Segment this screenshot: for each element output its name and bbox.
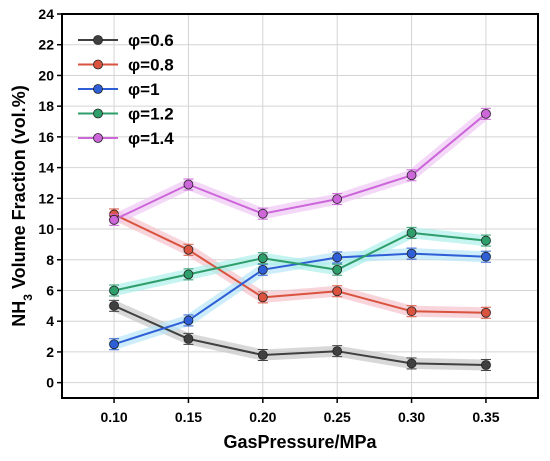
- legend-label: φ=0.8: [128, 56, 174, 75]
- data-point: [481, 108, 491, 119]
- series-line-1: [113, 213, 486, 314]
- legend-marker: [93, 35, 103, 45]
- x-axis-ticks: 0.10 0.15 0.20 0.25 0.30 0.35: [100, 398, 500, 425]
- data-point: [257, 208, 268, 219]
- data-point: [332, 286, 343, 297]
- y-tick-label: 2: [46, 344, 54, 360]
- legend-entry-2: φ=1: [78, 80, 160, 99]
- data-point: [406, 358, 417, 369]
- legend-label: φ=0.6: [128, 31, 174, 50]
- legend-marker: [93, 133, 103, 143]
- y-tick-label: 20: [38, 67, 54, 83]
- data-point: [257, 253, 268, 264]
- y-axis-label: NH3 Volume Fraction (vol.%): [9, 85, 35, 326]
- data-point: [481, 307, 491, 318]
- data-point: [332, 194, 343, 204]
- data-point: [109, 214, 119, 225]
- legend-marker: [93, 59, 103, 70]
- x-tick-label: 0.30: [398, 409, 425, 425]
- legend-marker: [93, 84, 103, 94]
- legend-label: φ=1.2: [128, 105, 174, 124]
- series-line-4: [113, 113, 487, 221]
- y-tick-label: 8: [46, 252, 54, 268]
- y-tick-label: 24: [38, 6, 54, 22]
- y-tick-label: 10: [38, 221, 54, 237]
- series-line-3: [113, 231, 487, 292]
- y-tick-label: 12: [38, 190, 54, 206]
- y-tick-label: 14: [38, 160, 54, 176]
- data-point: [257, 264, 268, 275]
- x-tick-label: 0.15: [175, 409, 202, 425]
- data-point: [183, 333, 194, 344]
- legend: φ=0.6 φ=0.8 φ=1 φ=1.2 φ=1.4: [78, 31, 174, 148]
- legend-marker: [93, 108, 103, 119]
- series-lines: [113, 113, 487, 366]
- data-point: [406, 248, 417, 259]
- legend-entry-4: φ=1.4: [78, 129, 174, 148]
- data-point: [481, 235, 491, 246]
- y-tick-label: 22: [38, 37, 54, 53]
- series-points: [109, 107, 491, 371]
- data-point: [406, 306, 417, 317]
- legend-entry-0: φ=0.6: [78, 31, 174, 50]
- data-point: [332, 346, 343, 357]
- y-axis-label-subscript: 3: [21, 294, 35, 301]
- y-tick-label: 0: [46, 375, 54, 391]
- data-point: [109, 339, 119, 350]
- data-point: [332, 264, 343, 275]
- data-point: [257, 292, 268, 303]
- legend-entry-1: φ=0.8: [78, 56, 174, 75]
- data-point: [183, 269, 194, 280]
- data-point: [109, 300, 119, 311]
- data-point: [406, 227, 417, 238]
- data-point: [109, 285, 119, 296]
- legend-label: φ=1: [128, 80, 160, 99]
- data-point: [481, 360, 491, 370]
- plot-frame: [61, 13, 539, 399]
- y-tick-label: 4: [46, 313, 54, 329]
- data-point: [481, 251, 491, 262]
- y-tick-label: 6: [46, 282, 54, 298]
- data-point: [257, 350, 268, 360]
- data-point: [332, 252, 343, 263]
- series-line-0: [113, 304, 486, 366]
- x-tick-label: 0.10: [100, 409, 127, 425]
- x-tick-label: 0.25: [324, 409, 351, 425]
- y-tick-label: 18: [38, 98, 54, 114]
- y-tick-label: 16: [38, 129, 54, 145]
- y-axis-label-main: NH: [9, 301, 29, 327]
- data-point: [183, 315, 194, 326]
- data-point: [183, 244, 194, 255]
- x-tick-label: 0.35: [472, 409, 499, 425]
- x-axis-label: GasPressure/MPa: [223, 432, 377, 452]
- x-tick-label: 0.20: [249, 409, 276, 425]
- legend-entry-3: φ=1.2: [78, 105, 174, 124]
- legend-label: φ=1.4: [128, 129, 174, 148]
- data-point: [406, 170, 417, 181]
- data-point: [183, 179, 194, 190]
- y-axis-label-rest: Volume Fraction (vol.%): [9, 85, 29, 294]
